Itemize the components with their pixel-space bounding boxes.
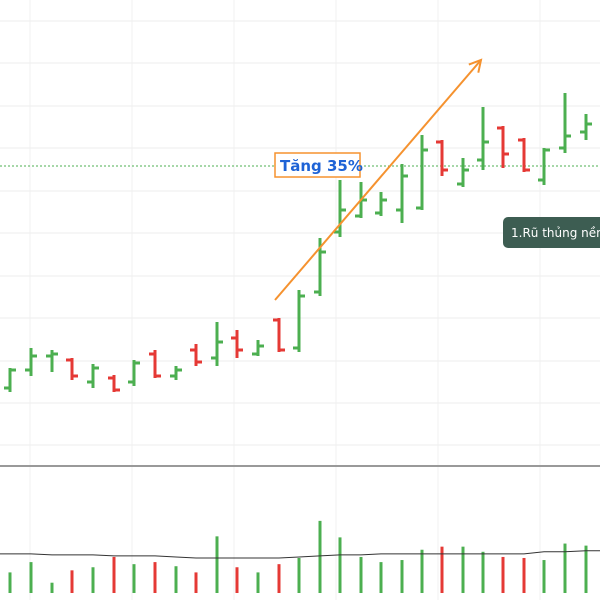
trend-arrow-shaft — [274, 59, 482, 301]
ohlc-bar — [273, 318, 285, 352]
ohlc-bar — [396, 164, 408, 223]
ohlc-bar — [87, 364, 99, 388]
ohlc-bar — [538, 148, 550, 185]
gain-label: Tăng 35% — [274, 152, 363, 178]
volume-bars — [8, 520, 588, 593]
ohlc-bar — [4, 368, 16, 392]
ohlc-bar — [66, 358, 78, 380]
ohlc-bar — [108, 375, 120, 392]
price-bars — [4, 93, 592, 392]
ohlc-bar — [46, 350, 58, 372]
ohlc-bar — [477, 107, 489, 170]
trend-arrow — [274, 58, 483, 301]
gain-label-box — [274, 152, 361, 178]
ohlc-bar — [580, 114, 592, 140]
ohlc-bar — [436, 140, 448, 176]
ohlc-bar — [416, 135, 428, 210]
ohlc-bar — [25, 348, 37, 376]
ohlc-bar — [149, 350, 161, 378]
ohlc-bar — [334, 180, 346, 237]
ohlc-bar — [190, 344, 202, 366]
ohlc-bar — [252, 340, 264, 356]
ohlc-bar — [457, 158, 469, 187]
ohlc-bar — [497, 126, 509, 168]
gain-label-text: Tăng 35% — [280, 157, 363, 175]
ohlc-bar — [518, 138, 530, 172]
ohlc-bar — [559, 93, 571, 153]
volume-moving-average — [0, 550, 600, 559]
ohlc-bar — [231, 330, 243, 358]
trend-arrow-head — [468, 58, 483, 73]
ohlc-bar — [293, 290, 305, 352]
callout: 1.Rũ thủng nền — [503, 217, 600, 248]
ohlc-bar — [375, 192, 387, 216]
volume-grid — [29, 467, 541, 600]
callout-box — [503, 217, 600, 248]
ohlc-bar — [211, 322, 223, 366]
ohlc-bar — [128, 360, 140, 386]
callout-text: 1.Rũ thủng nền — [511, 226, 600, 240]
ohlc-bar — [170, 366, 182, 380]
